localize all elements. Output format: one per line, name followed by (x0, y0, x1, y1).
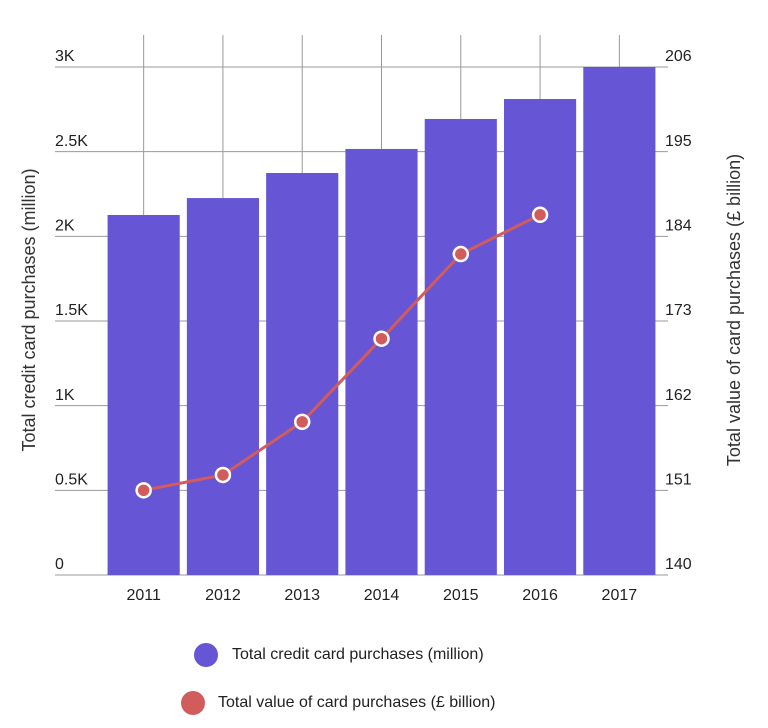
y2-axis-title: Total value of card purchases (£ billion… (724, 154, 744, 466)
line-point (452, 245, 470, 263)
x-tick-label: 2015 (443, 587, 479, 604)
x-tick-label: 2011 (126, 587, 161, 604)
y2-tick-label: 173 (665, 302, 692, 319)
y-tick-label: 1K (55, 387, 75, 404)
x-tick-label: 2016 (522, 587, 558, 604)
y-axis-title: Total credit card purchases (million) (19, 168, 39, 451)
bar (345, 148, 418, 575)
line-point (531, 206, 549, 224)
bar (266, 173, 339, 575)
legend-marker (194, 643, 218, 667)
line-point (214, 466, 232, 484)
bar (186, 198, 260, 575)
bar (583, 67, 656, 575)
y2-tick-label: 151 (665, 472, 692, 489)
y-tick-label: 0.5K (55, 472, 88, 489)
x-tick-label: 2017 (602, 587, 638, 604)
y2-tick-label: 195 (665, 133, 692, 150)
y2-tick-label: 162 (665, 387, 692, 404)
y2-tick-label: 206 (665, 48, 692, 65)
line-point (293, 413, 311, 431)
y-tick-label: 2.5K (55, 133, 88, 150)
y-tick-label: 2K (55, 218, 75, 235)
bar (424, 118, 497, 575)
y2-tick-label: 184 (665, 218, 692, 235)
legend-marker (181, 691, 205, 715)
legend-label: Total credit card purchases (million) (232, 646, 484, 663)
y2-tick-label: 140 (665, 556, 692, 573)
bar (503, 99, 577, 575)
x-tick-label: 2012 (205, 587, 241, 604)
y-tick-label: 1.5K (55, 302, 88, 319)
y-tick-label: 0 (55, 556, 64, 573)
legend-label: Total value of card purchases (£ billion… (218, 694, 495, 711)
bar (107, 214, 180, 576)
line (143, 213, 541, 492)
line-point (135, 482, 152, 499)
x-tick-label: 2014 (364, 587, 400, 604)
line-point (373, 330, 390, 347)
x-tick-label: 2013 (284, 587, 320, 604)
y-tick-label: 3K (55, 48, 75, 65)
